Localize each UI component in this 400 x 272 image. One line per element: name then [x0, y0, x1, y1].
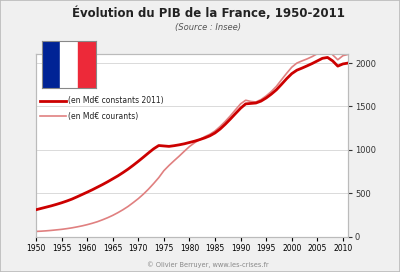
Text: (en Md€ courants): (en Md€ courants): [68, 112, 138, 121]
Text: (Source : Insee): (Source : Insee): [175, 23, 241, 32]
Bar: [60, 41, 78, 88]
Text: © Olivier Berruyer, www.les-crises.fr: © Olivier Berruyer, www.les-crises.fr: [147, 261, 269, 268]
Text: Évolution du PIB de la France, 1950-2011: Évolution du PIB de la France, 1950-2011: [72, 7, 344, 20]
Bar: [42, 41, 60, 88]
Text: (en Md€ constants 2011): (en Md€ constants 2011): [68, 96, 164, 105]
Bar: [78, 41, 96, 88]
